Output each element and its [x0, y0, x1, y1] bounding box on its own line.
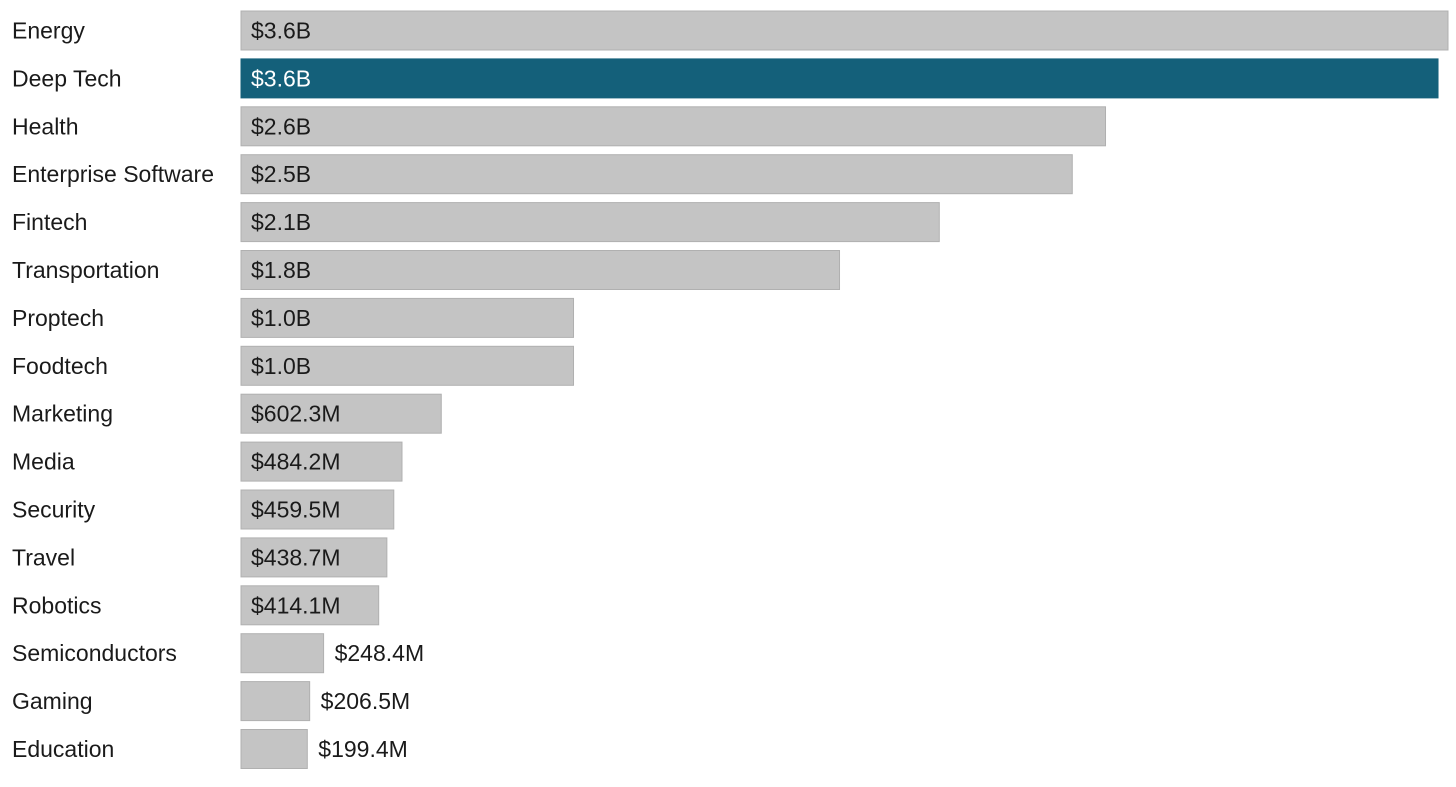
- category-label-health: Health: [12, 113, 78, 139]
- value-label-robotics: $414.1M: [251, 592, 341, 618]
- category-label-gaming: Gaming: [12, 688, 93, 714]
- category-label-energy: Energy: [12, 18, 85, 44]
- bar-security: [240, 489, 395, 530]
- category-label-education: Education: [12, 736, 114, 762]
- value-label-education: $199.4M: [318, 736, 408, 762]
- category-label-enterprise-software: Enterprise Software: [12, 161, 214, 187]
- bar-energy: [240, 10, 1449, 51]
- value-labels: $3.6B $3.6B $2.6B $2.5B $2.1B $1.8B $1.0B $1.0B…: [251, 18, 424, 763]
- value-label-transportation: $1.8B: [251, 257, 311, 283]
- value-label-enterprise-software: $2.5B: [251, 161, 311, 187]
- value-label-energy: $3.6B: [251, 18, 311, 44]
- category-label-marketing: Marketing: [12, 401, 113, 427]
- category-label-robotics: Robotics: [12, 592, 101, 618]
- category-label-proptech: Proptech: [12, 305, 104, 331]
- category-label-transportation: Transportation: [12, 257, 159, 283]
- category-label-fintech: Fintech: [12, 209, 87, 235]
- bar-media: [240, 441, 403, 482]
- category-label-foodtech: Foodtech: [12, 353, 108, 379]
- value-label-health: $2.6B: [251, 113, 311, 139]
- value-label-media: $484.2M: [251, 449, 341, 475]
- bar-semiconductors: [240, 633, 325, 674]
- category-label-travel: Travel: [12, 544, 75, 570]
- category-label-media: Media: [12, 449, 75, 475]
- bar-proptech: [240, 297, 575, 338]
- bar-foodtech: [240, 345, 575, 386]
- bar-education: [240, 729, 308, 769]
- category-label-security: Security: [12, 497, 96, 523]
- bar-deep-tech: [240, 58, 1439, 99]
- value-label-deep-tech: $3.6B: [251, 65, 311, 91]
- value-label-semiconductors: $248.4M: [335, 640, 425, 666]
- value-label-gaming: $206.5M: [321, 688, 411, 714]
- value-label-foodtech: $1.0B: [251, 353, 311, 379]
- category-labels: Energy Deep Tech Health Enterprise Software…: [12, 18, 214, 763]
- value-label-travel: $438.7M: [251, 544, 341, 570]
- value-label-marketing: $602.3M: [251, 401, 341, 427]
- bar-enterprise-software: [240, 154, 1073, 195]
- category-label-semiconductors: Semiconductors: [12, 640, 177, 666]
- bar-travel: [240, 537, 388, 578]
- value-label-proptech: $1.0B: [251, 305, 311, 331]
- bar-transportation: [240, 250, 841, 290]
- bar-robotics: [240, 585, 380, 626]
- bars: [240, 10, 1449, 769]
- bar-health: [240, 106, 1107, 147]
- value-label-security: $459.5M: [251, 497, 341, 523]
- value-label-fintech: $2.1B: [251, 209, 311, 235]
- category-label-deep-tech: Deep Tech: [12, 65, 122, 91]
- bar-gaming: [240, 681, 311, 722]
- bar-marketing: [240, 393, 442, 434]
- bar-fintech: [240, 202, 940, 243]
